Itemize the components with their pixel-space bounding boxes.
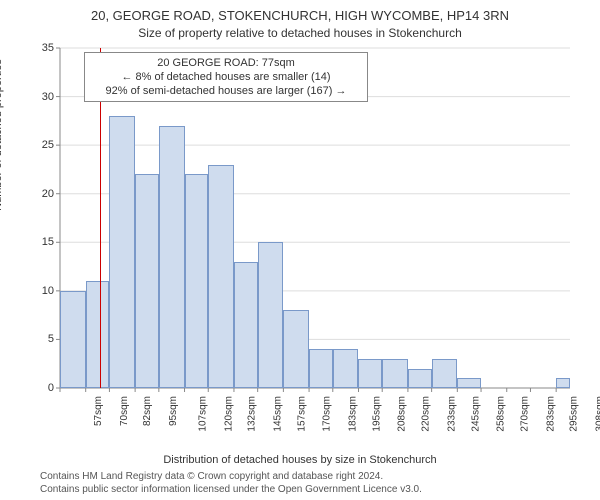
y-tick-label: 25 [24,139,54,151]
annotation-line: 92% of semi-detached houses are larger (… [91,84,361,98]
histogram-bar [309,349,333,388]
annotation-line: ← 8% of detached houses are smaller (14) [91,70,361,84]
footer-line-1: Contains HM Land Registry data © Crown c… [40,470,422,483]
chart-title-main: 20, GEORGE ROAD, STOKENCHURCH, HIGH WYCO… [0,8,600,23]
x-tick-label: 57sqm [93,396,104,426]
x-tick-label: 132sqm [247,396,258,432]
histogram-bar [432,359,458,388]
annotation-box: 20 GEORGE ROAD: 77sqm← 8% of detached ho… [84,52,368,102]
y-tick-label: 5 [24,333,54,345]
x-tick-label: 70sqm [119,396,130,426]
x-tick-label: 245sqm [470,396,481,432]
x-tick-label: 95sqm [168,396,179,426]
histogram-bar [283,310,309,388]
histogram-bar [208,165,234,388]
x-tick-label: 308sqm [595,396,600,432]
histogram-bar [234,262,258,388]
histogram-bar [457,378,481,388]
footer-line-2: Contains public sector information licen… [40,483,422,496]
histogram-bar [408,369,432,388]
y-tick-label: 10 [24,285,54,297]
x-tick-label: 258sqm [496,396,507,432]
histogram-bar [258,242,284,388]
y-tick-label: 0 [24,382,54,394]
histogram-bar [135,174,159,388]
histogram-bar [60,291,86,388]
x-tick-label: 283sqm [545,396,556,432]
histogram-bar [86,281,110,388]
x-tick-label: 82sqm [142,396,153,426]
x-tick-label: 295sqm [569,396,580,432]
x-tick-label: 208sqm [397,396,408,432]
x-tick-label: 233sqm [446,396,457,432]
x-tick-label: 157sqm [296,396,307,432]
x-tick-label: 120sqm [223,396,234,432]
histogram-bar [358,359,382,388]
chart-title-sub: Size of property relative to detached ho… [0,26,600,40]
histogram-bar [159,126,185,388]
chart-root: 20, GEORGE ROAD, STOKENCHURCH, HIGH WYCO… [0,0,600,500]
annotation-line: 20 GEORGE ROAD: 77sqm [91,56,361,70]
histogram-bar [185,174,209,388]
y-tick-label: 35 [24,42,54,54]
x-tick-label: 107sqm [197,396,208,432]
plot-area: 0510152025303557sqm70sqm82sqm95sqm107sqm… [60,48,570,388]
x-tick-label: 195sqm [371,396,382,432]
footer-attribution: Contains HM Land Registry data © Crown c… [40,470,422,496]
histogram-bar [556,378,570,388]
y-tick-label: 30 [24,91,54,103]
x-tick-label: 270sqm [520,396,531,432]
histogram-bar [333,349,359,388]
x-tick-label: 145sqm [273,396,284,432]
x-tick-label: 220sqm [421,396,432,432]
x-tick-label: 170sqm [322,396,333,432]
y-tick-label: 15 [24,236,54,248]
histogram-bar [382,359,408,388]
y-axis-label: Number of detached properties [0,35,4,235]
histogram-bar [109,116,135,388]
y-tick-label: 20 [24,188,54,200]
x-axis-label: Distribution of detached houses by size … [0,454,600,466]
x-tick-label: 183sqm [348,396,359,432]
